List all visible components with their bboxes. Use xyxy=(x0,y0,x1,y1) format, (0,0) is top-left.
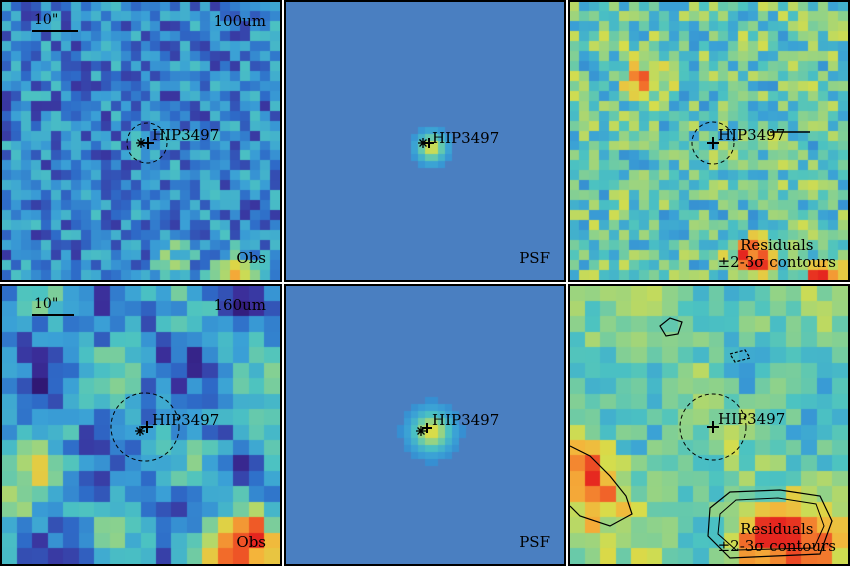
scale-bar xyxy=(32,30,78,32)
panel-label-residuals: Residuals ±2-3σ contours xyxy=(718,521,836,554)
panel-label-psf: PSF xyxy=(519,249,550,267)
marker-overlay xyxy=(110,392,180,462)
residual-image-100um xyxy=(570,2,848,280)
target-label: HIP3497 xyxy=(152,126,220,144)
panel-residual-100um: HIP3497 Residuals ±2-3σ contours xyxy=(568,0,850,282)
panel-label-psf: PSF xyxy=(519,533,550,551)
scale-bar xyxy=(32,314,74,316)
target-label: HIP3497 xyxy=(432,129,500,147)
band-label: 160um xyxy=(213,296,266,314)
marker-overlay xyxy=(418,138,434,148)
scale-bar-label: 10" xyxy=(34,12,59,28)
marker-overlay xyxy=(416,423,432,436)
residuals-label: Residuals xyxy=(740,520,814,538)
scale-bar-label: 10" xyxy=(34,296,59,312)
marker-overlay xyxy=(126,122,168,164)
target-label: HIP3497 xyxy=(718,410,786,428)
residuals-label: Residuals xyxy=(740,236,814,254)
marker-overlay xyxy=(570,317,833,559)
panel-psf-160um: HIP3497 PSF xyxy=(284,284,566,566)
panel-obs-100um: 10" 100um HIP3497 Obs xyxy=(0,0,282,282)
band-label: 100um xyxy=(213,12,266,30)
target-label: HIP3497 xyxy=(718,126,786,144)
psf-image-160um xyxy=(286,286,564,564)
contours-label: ±2-3σ contours xyxy=(717,252,836,271)
panel-label-obs: Obs xyxy=(236,249,266,267)
panel-label-obs: Obs xyxy=(236,533,266,551)
panel-psf-100um: HIP3497 PSF xyxy=(284,0,566,282)
marker-overlay xyxy=(691,121,810,165)
target-label: HIP3497 xyxy=(432,411,500,429)
target-label: HIP3497 xyxy=(152,411,220,429)
panel-label-residuals: Residuals ±2-3σ contours xyxy=(718,237,836,270)
panel-residual-160um: HIP3497 Residuals ±2-3σ contours xyxy=(568,284,850,566)
obs-image-160um xyxy=(2,286,280,564)
panel-obs-160um: 10" 160um HIP3497 Obs xyxy=(0,284,282,566)
contours-label: ±2-3σ contours xyxy=(717,536,836,555)
